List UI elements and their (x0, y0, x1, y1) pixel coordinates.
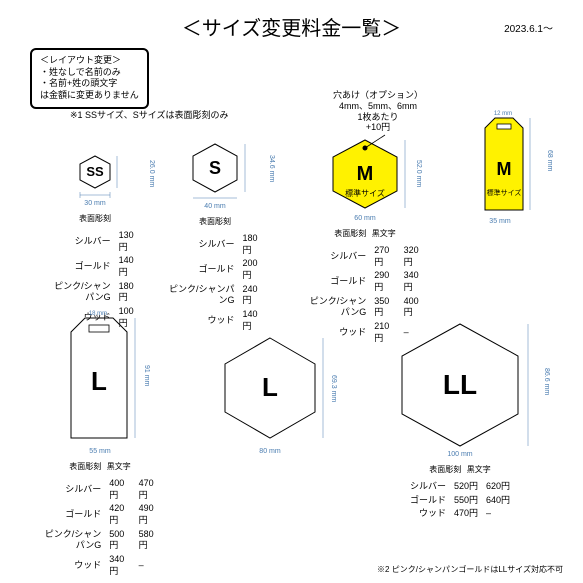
price-table-s: シルバー180円 ゴールド200円 ピンク/シャンパンG240円 ウッド140円 (160, 231, 270, 335)
size-label: S (209, 158, 221, 178)
category-label: 黒文字 (372, 229, 396, 238)
item-l-hex: L 80 mm 69.3 mm (195, 330, 345, 455)
item-m-tag: M 標準サイズ 12 mm 35 mm 68 mm (455, 110, 545, 225)
size-label: L (262, 372, 278, 402)
size-label: SS (86, 164, 104, 179)
size-label: M (357, 163, 374, 185)
dim-height: 68 mm (546, 150, 553, 171)
hole-line: 4mm、5mm、6mm (333, 101, 423, 112)
price-table-ll: シルバー520円620円 ゴールド550円640円 ウッド470円– (405, 479, 515, 522)
dim-height: 52.0 mm (415, 160, 422, 187)
item-ss: SS 30 mm 26.0 mm 表面彫刻 シルバー130円 ゴールド140円 … (45, 140, 145, 335)
category-label: 表面彫刻 (45, 213, 145, 224)
effective-date: 2023.6.1〜 (504, 20, 553, 35)
svg-text:12 mm: 12 mm (494, 111, 512, 117)
item-m-hex: M 標準サイズ 60 mm 52.0 mm 表面彫刻 黒文字 シルバー270円3… (300, 130, 430, 350)
category-label: 表面彫刻 (334, 229, 366, 238)
dim-height: 69.3 mm (330, 375, 337, 402)
item-ll: LL 100 mm 86.6 mm 表面彫刻 黒文字 シルバー520円620円 … (370, 318, 550, 525)
footnote-1: ※1 SSサイズ、Sサイズは表面彫刻のみ (70, 108, 229, 121)
tag-l: L 18 mm (53, 310, 148, 450)
hex-s: S (175, 130, 255, 205)
svg-text:18 mm: 18 mm (88, 311, 106, 317)
page-title: ＜サイズ変更料金一覧＞ (0, 0, 583, 41)
price-table-l: シルバー400円470円 ゴールド420円490円 ピンク/シャンパンG500円… (35, 476, 165, 580)
layout-heading: ＜レイアウト変更＞ (40, 55, 139, 67)
layout-change-box: ＜レイアウト変更＞ ・姓なしで名前のみ ・名前+姓の頭文字 は金額に変更ありませ… (30, 48, 149, 109)
std-label: 標準サイズ (487, 188, 522, 197)
size-label: M (497, 159, 512, 179)
size-label: LL (443, 369, 477, 400)
hole-line: 1枚あたり (333, 112, 423, 123)
footnote-2: ※2 ピンク/シャンパンゴールドはLLサイズ対応不可 (377, 564, 563, 575)
category-label: 表面彫刻 (160, 216, 270, 227)
size-label: L (91, 366, 107, 396)
dim-height: 34.6 mm (268, 155, 275, 182)
dim-width: 30 mm (45, 200, 145, 207)
dim-height: 91 mm (143, 365, 150, 386)
hole-option-note: 穴あけ（オプション） 4mm、5mm、6mm 1枚あたり +10円 (333, 90, 423, 133)
hex-m: M 標準サイズ (315, 130, 415, 215)
tag-m: M 標準サイズ 12 mm (465, 110, 535, 220)
dim-height: 86.6 mm (543, 368, 550, 395)
hex-l: L (205, 330, 335, 450)
dim-width: 60 mm (300, 215, 430, 222)
layout-line: ・姓なしで名前のみ (40, 67, 139, 79)
item-l-tag: L 18 mm 55 mm 91 mm 表面彫刻 黒文字 シルバー400円470… (35, 310, 165, 583)
hole-line: 穴あけ（オプション） (333, 90, 423, 101)
hex-ll: LL (380, 318, 540, 453)
item-s: S 40 mm 34.6 mm 表面彫刻 シルバー180円 ゴールド200円 ピ… (160, 130, 270, 338)
std-label: 標準サイズ (345, 188, 385, 198)
category-label: 表面彫刻 (429, 465, 461, 474)
layout-line: は金額に変更ありません (40, 90, 139, 102)
category-label: 表面彫刻 (69, 462, 101, 471)
dim-height: 26.0 mm (148, 160, 155, 187)
hex-ss: SS (65, 140, 125, 205)
category-label: 黒文字 (467, 465, 491, 474)
category-label: 黒文字 (107, 462, 131, 471)
layout-line: ・名前+姓の頭文字 (40, 78, 139, 90)
